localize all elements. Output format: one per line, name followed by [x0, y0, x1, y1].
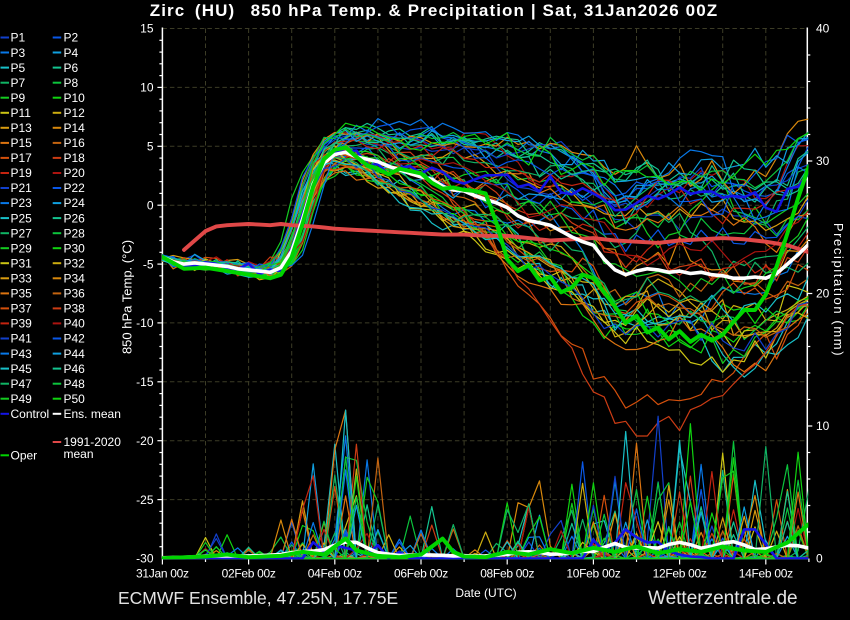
svg-text:P25: P25 — [11, 211, 33, 225]
svg-text:P37: P37 — [11, 302, 33, 316]
svg-text:P13: P13 — [11, 121, 33, 135]
svg-text:0: 0 — [147, 198, 154, 212]
svg-text:P32: P32 — [64, 256, 86, 270]
svg-text:P27: P27 — [11, 226, 33, 240]
svg-text:P35: P35 — [11, 287, 33, 301]
svg-text:Control: Control — [11, 407, 50, 421]
svg-text:P28: P28 — [64, 226, 86, 240]
svg-text:P44: P44 — [64, 347, 86, 361]
svg-text:Zirc (HU) 850 hPa Temp. & Pre: Zirc (HU) 850 hPa Temp. & Precipitation … — [150, 1, 719, 20]
svg-text:Precipitation (mm): Precipitation (mm) — [831, 223, 846, 357]
svg-text:10Feb 00z: 10Feb 00z — [566, 567, 620, 581]
svg-text:12Feb 00z: 12Feb 00z — [653, 567, 707, 581]
svg-text:P45: P45 — [11, 362, 33, 376]
svg-text:P18: P18 — [64, 151, 86, 165]
svg-text:P30: P30 — [64, 241, 86, 255]
svg-text:P11: P11 — [11, 106, 32, 120]
svg-text:40: 40 — [816, 22, 830, 36]
svg-text:P46: P46 — [64, 362, 86, 376]
svg-text:P15: P15 — [11, 136, 33, 150]
svg-text:P10: P10 — [64, 91, 86, 105]
svg-text:P21: P21 — [11, 181, 33, 195]
svg-text:P41: P41 — [11, 332, 33, 346]
svg-text:14Feb 00z: 14Feb 00z — [739, 567, 793, 581]
svg-text:-5: -5 — [143, 257, 154, 271]
svg-text:P33: P33 — [11, 272, 33, 286]
svg-text:20: 20 — [816, 287, 830, 301]
svg-text:P5: P5 — [11, 61, 26, 75]
svg-text:30: 30 — [816, 154, 830, 168]
svg-text:P36: P36 — [64, 287, 86, 301]
svg-text:P23: P23 — [11, 196, 33, 210]
svg-text:P22: P22 — [64, 181, 86, 195]
svg-text:850 hPa Temp. (°C): 850 hPa Temp. (°C) — [120, 240, 135, 354]
svg-text:P19: P19 — [11, 166, 33, 180]
svg-text:P24: P24 — [64, 196, 86, 210]
svg-text:Wetterzentrale.de: Wetterzentrale.de — [648, 588, 798, 609]
svg-text:15: 15 — [140, 22, 154, 36]
svg-text:P12: P12 — [64, 106, 86, 120]
svg-text:P31: P31 — [11, 256, 33, 270]
svg-text:P2: P2 — [64, 31, 79, 45]
svg-text:Ens. mean: Ens. mean — [64, 407, 121, 421]
svg-text:P16: P16 — [64, 136, 86, 150]
svg-text:P20: P20 — [64, 166, 86, 180]
svg-text:P1: P1 — [11, 31, 26, 45]
svg-text:P47: P47 — [11, 377, 33, 391]
svg-text:10: 10 — [816, 419, 830, 433]
svg-text:04Feb 00z: 04Feb 00z — [308, 567, 362, 581]
svg-text:P3: P3 — [11, 46, 26, 60]
svg-text:P4: P4 — [64, 46, 79, 60]
svg-text:P40: P40 — [64, 317, 86, 331]
svg-text:P9: P9 — [11, 91, 26, 105]
svg-text:P39: P39 — [11, 317, 33, 331]
svg-text:P48: P48 — [64, 377, 86, 391]
svg-text:P34: P34 — [64, 272, 86, 286]
svg-text:P38: P38 — [64, 302, 86, 316]
svg-text:1991-2020: 1991-2020 — [64, 435, 122, 449]
svg-text:mean: mean — [64, 447, 94, 461]
svg-text:P50: P50 — [64, 392, 86, 406]
svg-text:31Jan 00z: 31Jan 00z — [136, 567, 189, 581]
svg-text:08Feb 00z: 08Feb 00z — [480, 567, 534, 581]
svg-text:P49: P49 — [11, 392, 33, 406]
svg-text:P17: P17 — [11, 151, 33, 165]
svg-text:0: 0 — [816, 552, 823, 566]
svg-text:-15: -15 — [136, 375, 154, 389]
svg-text:P29: P29 — [11, 241, 33, 255]
svg-text:10: 10 — [140, 81, 154, 95]
svg-text:P43: P43 — [11, 347, 33, 361]
svg-text:P8: P8 — [64, 76, 79, 90]
svg-text:-20: -20 — [136, 434, 154, 448]
svg-text:-30: -30 — [136, 552, 154, 566]
svg-text:P14: P14 — [64, 121, 86, 135]
svg-text:P7: P7 — [11, 76, 26, 90]
svg-text:Oper: Oper — [11, 449, 38, 463]
svg-text:ECMWF Ensemble, 47.25N, 17.75E: ECMWF Ensemble, 47.25N, 17.75E — [118, 588, 398, 608]
svg-text:02Feb 00z: 02Feb 00z — [222, 567, 276, 581]
svg-text:06Feb 00z: 06Feb 00z — [394, 567, 448, 581]
svg-text:-25: -25 — [136, 493, 154, 507]
svg-text:P42: P42 — [64, 332, 86, 346]
svg-text:-10: -10 — [136, 316, 154, 330]
svg-text:P6: P6 — [64, 61, 79, 75]
svg-text:P26: P26 — [64, 211, 86, 225]
svg-text:Date (UTC): Date (UTC) — [455, 586, 516, 600]
svg-text:5: 5 — [147, 140, 154, 154]
